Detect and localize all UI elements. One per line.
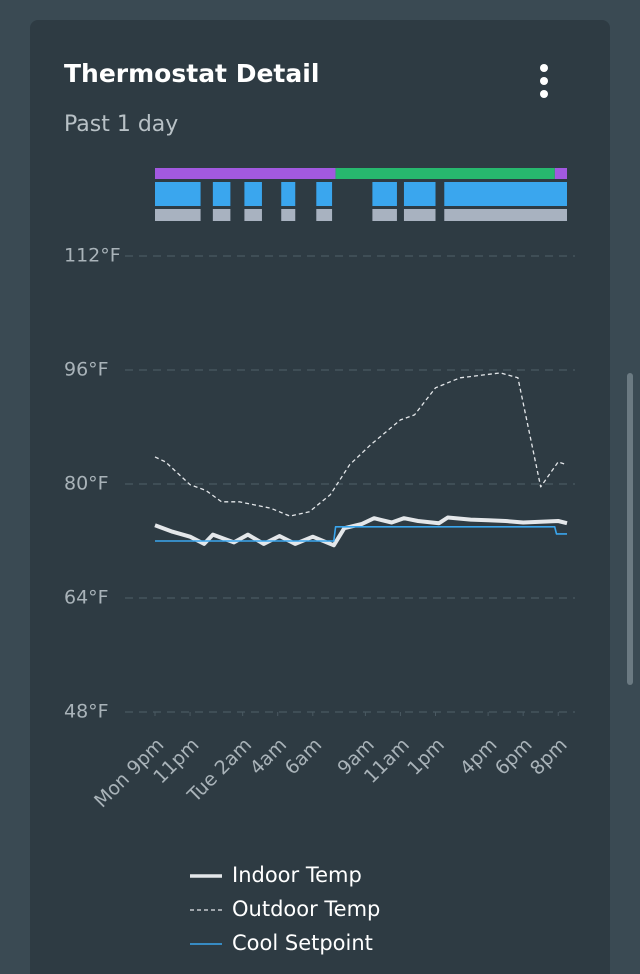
series-line (154, 515, 568, 548)
status-segment (403, 209, 436, 221)
status-segment (281, 209, 296, 221)
y-tick-label: 80°F (64, 473, 109, 495)
status-segment (244, 209, 262, 221)
legend-label: Indoor Temp (232, 863, 362, 887)
y-tick-label: 64°F (64, 587, 109, 609)
status-segment (335, 168, 555, 179)
status-segment (155, 182, 201, 206)
status-segment (281, 182, 296, 206)
status-segment (155, 209, 201, 221)
status-segment (554, 168, 567, 179)
status-segment (244, 182, 262, 206)
legend-label: Outdoor Temp (232, 897, 380, 921)
status-segment (316, 182, 333, 206)
y-tick-label: 96°F (64, 359, 109, 381)
menu-dot (540, 77, 548, 85)
y-tick-label: 112°F (64, 245, 121, 267)
y-tick-label: 48°F (64, 701, 109, 723)
status-segment (316, 209, 333, 221)
status-segment (403, 182, 436, 206)
status-segment (212, 182, 231, 206)
card-subtitle: Past 1 day (64, 112, 178, 137)
status-segment (444, 209, 567, 221)
status-segment (372, 209, 397, 221)
scrollbar (627, 373, 633, 685)
status-segment (155, 168, 336, 179)
status-segment (372, 182, 397, 206)
legend-label: Cool Setpoint (232, 931, 373, 955)
status-segment (444, 182, 567, 206)
card-title: Thermostat Detail (64, 59, 319, 88)
status-segment (212, 209, 231, 221)
menu-dot (540, 64, 548, 72)
menu-button[interactable] (540, 64, 548, 98)
menu-dot (540, 90, 548, 98)
series-line (154, 372, 568, 517)
card (30, 20, 610, 974)
series-line (155, 526, 567, 542)
